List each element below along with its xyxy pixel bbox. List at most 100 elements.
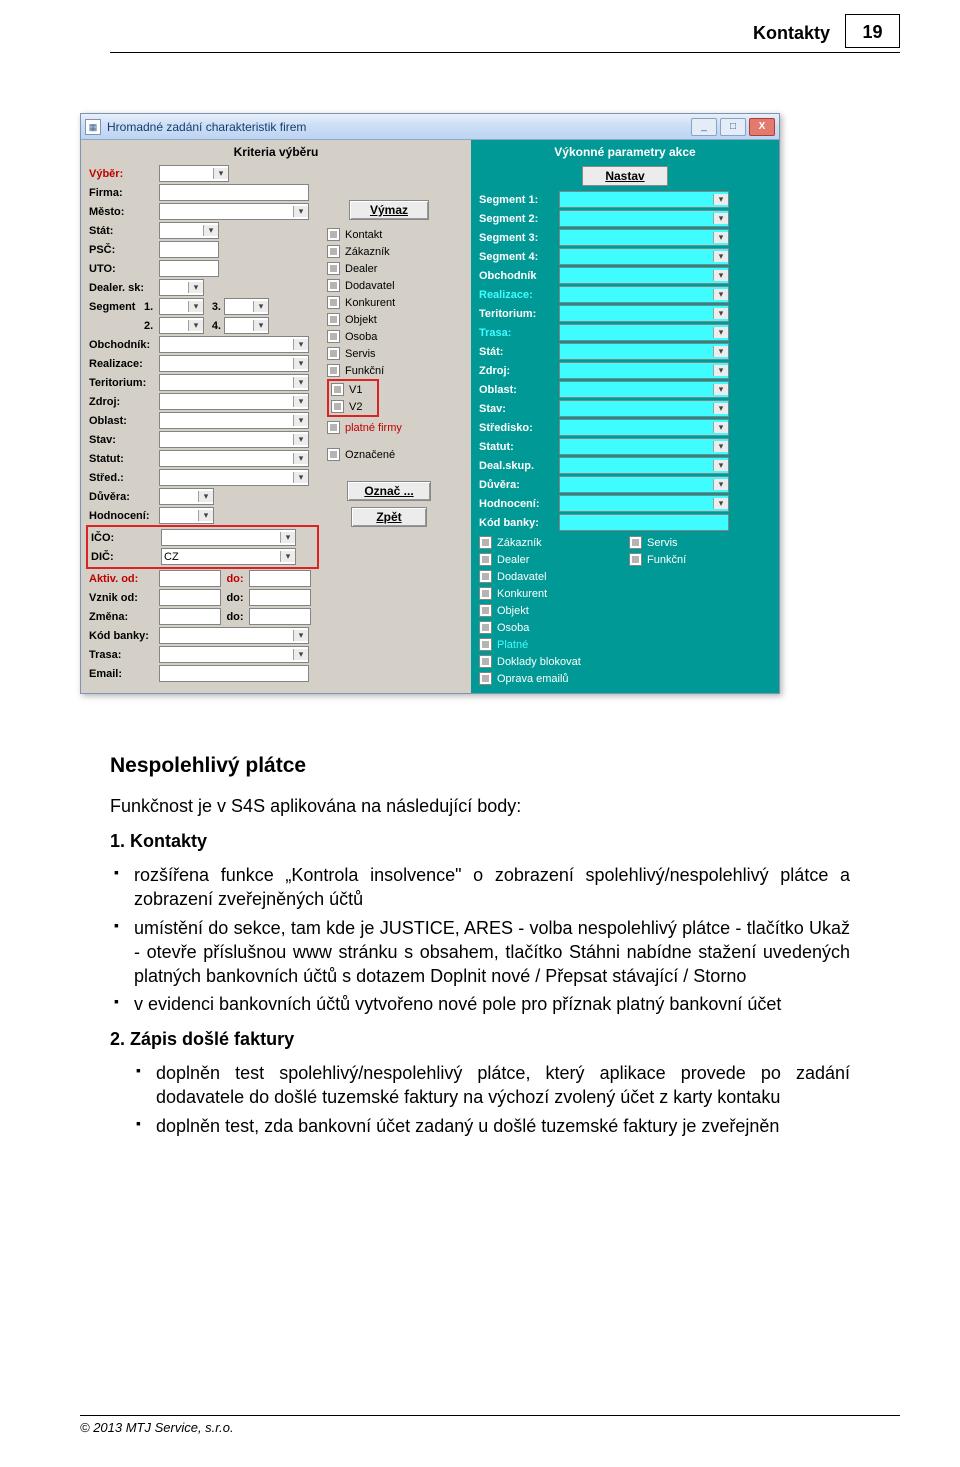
teritorium-dd[interactable] <box>159 374 309 391</box>
obchodnik-dd[interactable] <box>159 336 309 353</box>
statut-dd[interactable] <box>159 450 309 467</box>
r-label: Stát: <box>479 346 559 358</box>
oznacene-check[interactable] <box>327 448 340 461</box>
r-Obchodník-dd[interactable] <box>559 267 729 284</box>
nastav-button[interactable]: Nastav <box>582 166 667 186</box>
seg2-dd[interactable] <box>159 317 204 334</box>
rcheck-label: Osoba <box>497 622 529 634</box>
r-label: Segment 4: <box>479 251 559 263</box>
rcheck-label: Zákazník <box>497 537 542 549</box>
vznikod-input[interactable] <box>159 589 221 606</box>
seg1-dd[interactable] <box>159 298 204 315</box>
duvera-label: Důvěra: <box>89 491 159 503</box>
maximize-button[interactable]: □ <box>720 118 746 136</box>
check-Kontakt[interactable] <box>327 228 340 241</box>
check-label: Funkční <box>345 365 384 377</box>
vymaz-button[interactable]: Výmaz <box>349 200 429 220</box>
r-Středisko:-dd[interactable] <box>559 419 729 436</box>
rcheck-Oprava emailů[interactable] <box>479 672 492 685</box>
seg3-dd[interactable] <box>224 298 269 315</box>
zmenaod-input[interactable] <box>159 608 221 625</box>
r-Stav:-dd[interactable] <box>559 400 729 417</box>
zdroj-dd[interactable] <box>159 393 309 410</box>
s4-label: 4. <box>204 320 224 332</box>
check-label: Servis <box>345 348 376 360</box>
r-Realizace:-dd[interactable] <box>559 286 729 303</box>
platne-firmy-check[interactable] <box>327 421 340 434</box>
platne-firmy-label: platné firmy <box>345 422 402 434</box>
rcheck-Servis[interactable] <box>629 536 642 549</box>
r-Segment 1:-dd[interactable] <box>559 191 729 208</box>
check-label: Osoba <box>345 331 377 343</box>
page-footer: © 2013 MTJ Service, s.r.o. <box>80 1415 900 1435</box>
aktivod-input[interactable] <box>159 570 221 587</box>
rcheck-Platné[interactable] <box>479 638 492 651</box>
check-Servis[interactable] <box>327 347 340 360</box>
oznac-button[interactable]: Označ ... <box>347 481 430 501</box>
stred-dd[interactable] <box>159 469 309 486</box>
rcheck-Funkční[interactable] <box>629 553 642 566</box>
rcheck-Dodavatel[interactable] <box>479 570 492 583</box>
duvera-dd[interactable] <box>159 488 214 505</box>
minimize-button[interactable]: _ <box>691 118 717 136</box>
r-label: Obchodník <box>479 270 559 282</box>
ico-dd[interactable] <box>161 529 296 546</box>
do1-label: do: <box>221 573 249 585</box>
r-Důvěra:-dd[interactable] <box>559 476 729 493</box>
rcheck-Konkurent[interactable] <box>479 587 492 600</box>
kodbanky-dd[interactable] <box>159 627 309 644</box>
r-Oblast:-dd[interactable] <box>559 381 729 398</box>
check-Dodavatel[interactable] <box>327 279 340 292</box>
r-Hodnocení:-dd[interactable] <box>559 495 729 512</box>
vyber-dd[interactable] <box>159 165 229 182</box>
r-Trasa:-dd[interactable] <box>559 324 729 341</box>
dealersk-dd[interactable] <box>159 279 204 296</box>
dic-dd[interactable]: CZ <box>161 548 296 565</box>
check-Zákazník[interactable] <box>327 245 340 258</box>
oznacene-label: Označené <box>345 449 395 461</box>
check-Objekt[interactable] <box>327 313 340 326</box>
r-Deal.skup.-dd[interactable] <box>559 457 729 474</box>
check-Funkční[interactable] <box>327 364 340 377</box>
check-Dealer[interactable] <box>327 262 340 275</box>
r-Zdroj:-dd[interactable] <box>559 362 729 379</box>
zpet-button[interactable]: Zpět <box>351 507 426 527</box>
mesto-dd[interactable] <box>159 203 309 220</box>
firma-input[interactable] <box>159 184 309 201</box>
rcheck-label: Konkurent <box>497 588 547 600</box>
rcheck-Dealer[interactable] <box>479 553 492 566</box>
check-label: V2 <box>349 401 362 413</box>
trasa-dd[interactable] <box>159 646 309 663</box>
r-Stát:-dd[interactable] <box>559 343 729 360</box>
r-Kód banky:-input[interactable] <box>559 514 729 531</box>
aktivdo-input[interactable] <box>249 570 311 587</box>
rcheck-Osoba[interactable] <box>479 621 492 634</box>
rcheck-Zákazník[interactable] <box>479 536 492 549</box>
oblast-dd[interactable] <box>159 412 309 429</box>
r-Teritorium:-dd[interactable] <box>559 305 729 322</box>
vznikdo-input[interactable] <box>249 589 311 606</box>
vyber-label: Výběr: <box>89 168 159 180</box>
stat-dd[interactable] <box>159 222 219 239</box>
r-Segment 4:-dd[interactable] <box>559 248 729 265</box>
check-V2[interactable] <box>331 400 344 413</box>
check-Osoba[interactable] <box>327 330 340 343</box>
realizace-dd[interactable] <box>159 355 309 372</box>
r-Segment 3:-dd[interactable] <box>559 229 729 246</box>
zmenado-input[interactable] <box>249 608 311 625</box>
psc-input[interactable] <box>159 241 219 258</box>
stav-dd[interactable] <box>159 431 309 448</box>
dealersk-label: Dealer. sk: <box>89 282 159 294</box>
r-Segment 2:-dd[interactable] <box>559 210 729 227</box>
uto-input[interactable] <box>159 260 219 277</box>
hodnoceni-dd[interactable] <box>159 507 214 524</box>
email-input[interactable] <box>159 665 309 682</box>
close-button[interactable]: X <box>749 118 775 136</box>
r-label: Realizace: <box>479 289 559 301</box>
r-Statut:-dd[interactable] <box>559 438 729 455</box>
seg4-dd[interactable] <box>224 317 269 334</box>
check-V1[interactable] <box>331 383 344 396</box>
rcheck-Objekt[interactable] <box>479 604 492 617</box>
check-Konkurent[interactable] <box>327 296 340 309</box>
rcheck-Doklady blokovat[interactable] <box>479 655 492 668</box>
